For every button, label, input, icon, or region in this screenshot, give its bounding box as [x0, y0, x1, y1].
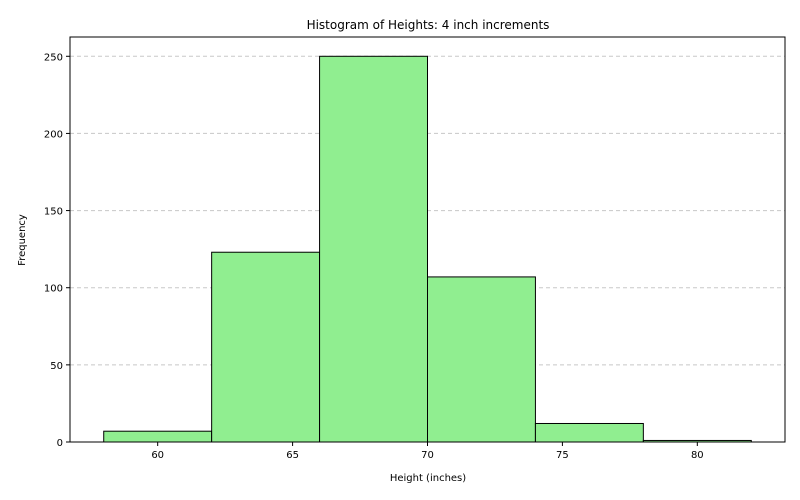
- bar-66-70: [319, 55, 428, 443]
- bar-70-74: [427, 276, 536, 443]
- bar-58-62: [103, 430, 213, 443]
- x-tick-label: 70: [421, 450, 434, 461]
- y-tick-label: 150: [44, 207, 63, 218]
- ticks: 60 65 70 75 80 0 50 100 150 200 250: [44, 52, 704, 461]
- y-tick-label: 200: [44, 129, 63, 140]
- x-tick-label: 65: [286, 450, 299, 461]
- y-axis-label: Frequency: [17, 214, 28, 266]
- bar-74-78: [534, 422, 644, 443]
- x-tick-label: 80: [691, 450, 704, 461]
- x-tick-label: 75: [556, 450, 569, 461]
- chart-title: Histogram of Heights: 4 inch increments: [307, 18, 550, 32]
- y-tick-label: 250: [44, 52, 63, 63]
- y-tick-label: 0: [57, 438, 63, 449]
- x-tick-label: 60: [151, 450, 164, 461]
- y-tick-label: 100: [44, 284, 63, 295]
- y-tick-label: 50: [50, 361, 63, 372]
- x-axis-label: Height (inches): [390, 473, 466, 484]
- bars: [103, 55, 752, 443]
- bar-62-66: [211, 251, 321, 443]
